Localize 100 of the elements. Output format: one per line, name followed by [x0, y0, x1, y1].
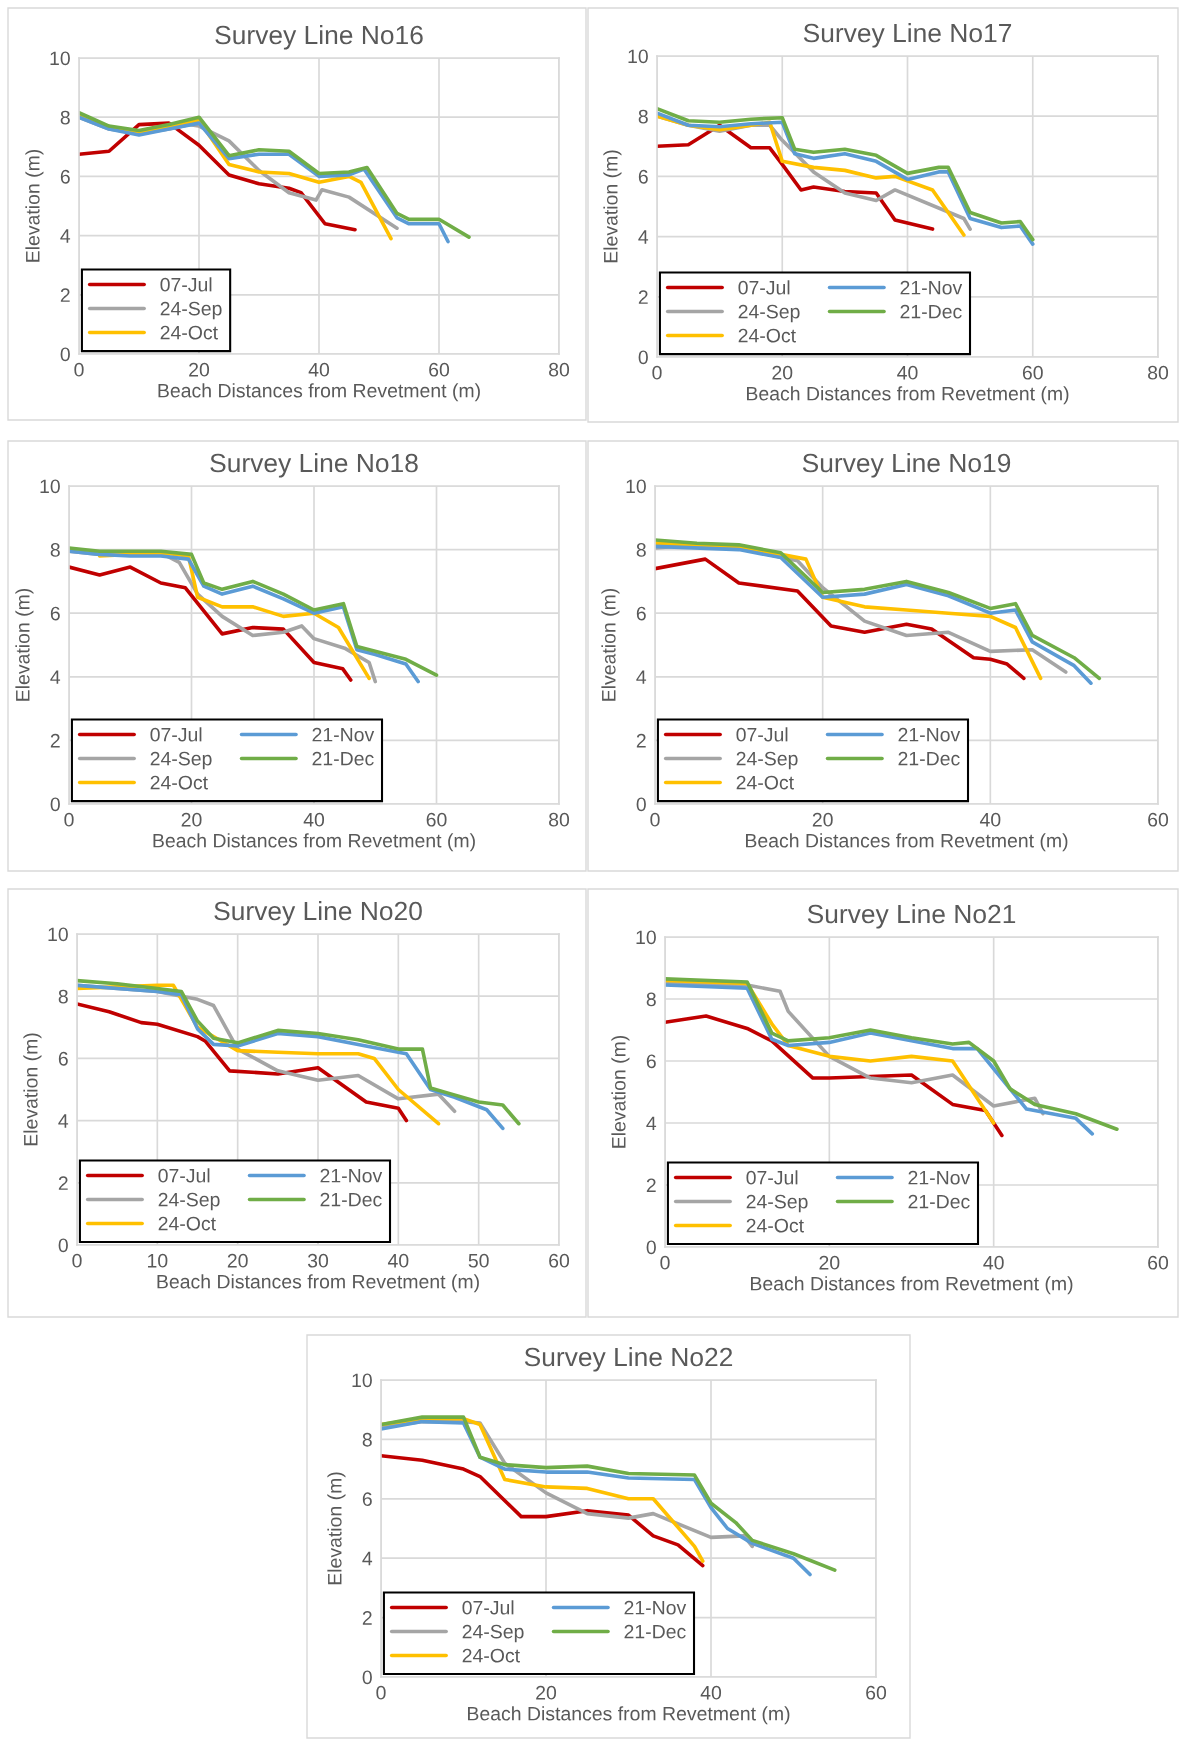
y-tick-label: 10 — [50, 51, 70, 66]
chart-title: Survey Line No18 — [210, 452, 418, 478]
y-tick-label: 8 — [646, 992, 656, 1007]
x-tick-label: 40 — [700, 1685, 722, 1700]
x-axis-title: Beach Distances from Revetment (m) — [157, 1274, 479, 1293]
y-tick-label: 4 — [362, 1551, 373, 1566]
y-tick-label: 8 — [58, 989, 68, 1004]
y-tick-label: 6 — [636, 606, 646, 621]
y-tick-label: 0 — [60, 347, 70, 362]
y-tick-label: 10 — [636, 930, 656, 945]
y-tick-label: 0 — [58, 1238, 68, 1253]
chart-title: Survey Line No21 — [807, 903, 1016, 929]
y-tick-label: 0 — [50, 797, 60, 812]
y-tick-label: 6 — [638, 169, 648, 184]
y-axis-title: Elevation (m) — [15, 588, 34, 701]
x-tick-label: 20 — [181, 812, 202, 827]
y-tick-label: 10 — [40, 479, 60, 494]
x-tick-label: 40 — [303, 812, 325, 827]
legend-label: 24-Oct — [160, 325, 218, 340]
legend-label: 07-Jul — [462, 1600, 514, 1615]
y-tick-label: 2 — [646, 1178, 656, 1193]
y-tick-label: 4 — [58, 1114, 69, 1128]
y-tick-label: 10 — [628, 49, 648, 64]
chart-title: Survey Line No16 — [215, 24, 423, 50]
x-tick-label: 80 — [1148, 365, 1169, 380]
line-series — [655, 557, 1026, 681]
y-tick-label: 10 — [48, 927, 68, 942]
y-tick-label: 6 — [60, 169, 70, 184]
legend-label: 21-Nov — [908, 1170, 971, 1185]
y-tick-label: 0 — [646, 1240, 656, 1255]
legend-label: 07-Jul — [158, 1168, 210, 1183]
y-tick-label: 8 — [362, 1432, 372, 1447]
legend-label: 21-Dec — [624, 1624, 686, 1639]
legend-label: 24-Sep — [158, 1192, 220, 1211]
legend-label: 07-Jul — [738, 280, 790, 295]
legend-label: 24-Oct — [738, 328, 796, 343]
x-axis-title: Beach Distances from Revetment (m) — [153, 833, 475, 852]
legend-label: 21-Dec — [312, 751, 374, 766]
y-tick-label: 4 — [646, 1116, 657, 1131]
x-tick-label: 20 — [812, 812, 833, 827]
x-tick-label: 60 — [1148, 812, 1169, 827]
legend-label: 24-Sep — [160, 301, 222, 320]
y-tick-label: 4 — [60, 229, 71, 243]
x-tick-label: 20 — [189, 362, 210, 377]
x-tick-label: 0 — [74, 362, 84, 377]
y-tick-label: 6 — [58, 1051, 68, 1066]
x-tick-label: 50 — [468, 1253, 489, 1268]
legend-label: 24-Oct — [746, 1218, 804, 1233]
x-tick-label: 80 — [549, 362, 570, 377]
x-axis-title: Beach Distances from Revetment (m) — [747, 386, 1069, 405]
x-axis-title: Beach Distances from Revetment (m) — [158, 383, 480, 402]
y-tick-label: 0 — [362, 1670, 372, 1685]
y-tick-label: 6 — [646, 1054, 656, 1069]
legend-label: 24-Oct — [158, 1216, 216, 1231]
x-tick-label: 10 — [148, 1253, 168, 1268]
y-tick-label: 2 — [58, 1176, 68, 1190]
chart-title: Survey Line No17 — [803, 22, 1012, 48]
legend-label: 24-Sep — [746, 1194, 808, 1213]
chart-title: Survey Line No20 — [214, 900, 422, 926]
y-tick-label: 4 — [638, 230, 649, 244]
legend-label: 07-Jul — [746, 1170, 798, 1185]
x-tick-label: 60 — [426, 812, 447, 827]
x-axis-title: Beach Distances from Revetment (m) — [746, 833, 1068, 852]
x-tick-label: 60 — [866, 1685, 887, 1700]
y-tick-label: 2 — [60, 288, 70, 302]
y-tick-label: 8 — [60, 110, 70, 125]
legend-label: 21-Nov — [624, 1600, 687, 1615]
x-tick-label: 40 — [897, 365, 918, 380]
x-tick-label: 0 — [376, 1685, 386, 1700]
x-tick-label: 20 — [536, 1685, 557, 1700]
y-axis-title: Elevation (m) — [327, 1472, 346, 1585]
legend-label: 21-Nov — [900, 280, 963, 295]
x-tick-label: 40 — [983, 1255, 1004, 1270]
y-tick-label: 10 — [626, 479, 646, 494]
legend-label: 21-Dec — [320, 1192, 382, 1207]
y-tick-label: 8 — [636, 543, 646, 557]
x-tick-label: 60 — [429, 362, 450, 377]
y-tick-label: 2 — [638, 290, 648, 304]
legend-label: 21-Dec — [900, 304, 962, 319]
x-axis-title: Beach Distances from Revetment (m) — [751, 1276, 1073, 1295]
legend-label: 24-Oct — [150, 775, 208, 790]
y-axis-title: Elevation (m) — [611, 1035, 630, 1148]
x-tick-label: 80 — [549, 812, 570, 827]
y-tick-label: 2 — [50, 733, 60, 748]
legend-label: 21-Dec — [908, 1194, 970, 1209]
x-tick-label: 60 — [1022, 365, 1043, 380]
legend-label: 24-Oct — [462, 1648, 520, 1663]
x-tick-label: 40 — [308, 362, 330, 377]
y-tick-label: 0 — [638, 350, 648, 365]
x-tick-label: 60 — [549, 1253, 570, 1268]
legend-label: 07-Jul — [160, 277, 212, 292]
y-tick-label: 0 — [636, 797, 646, 812]
x-tick-label: 0 — [72, 1253, 82, 1268]
y-tick-label: 6 — [50, 606, 60, 621]
legend-label: 21-Nov — [898, 727, 961, 742]
y-tick-label: 10 — [352, 1373, 372, 1388]
y-tick-label: 2 — [636, 733, 646, 748]
legend-label: 21-Dec — [898, 751, 960, 766]
x-tick-label: 20 — [227, 1253, 248, 1268]
legend-label: 21-Nov — [320, 1168, 383, 1183]
